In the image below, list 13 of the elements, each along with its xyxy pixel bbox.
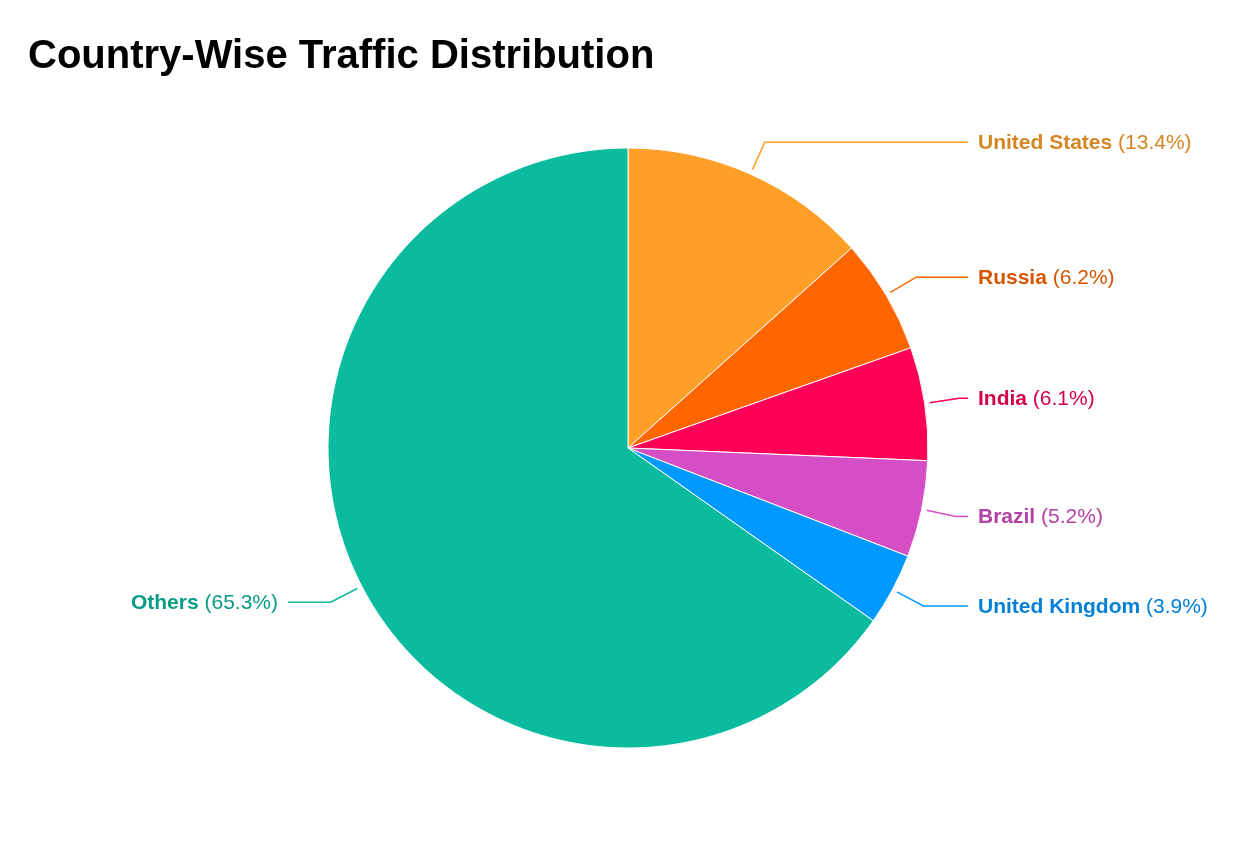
data-label: (13.4%) — [1112, 130, 1192, 154]
data-label: (3.9%) — [1140, 594, 1208, 617]
slice-label: Others — [130, 590, 199, 614]
data-label: (6.2%) — [1046, 265, 1115, 289]
slice-label: Brazil — [978, 504, 1036, 528]
slice-label: Russia — [978, 265, 1048, 289]
data-label: (5.2%) — [1035, 504, 1103, 528]
data-label: (65.3%) — [198, 590, 278, 614]
slice-label: India — [978, 386, 1028, 410]
slice-label: United States — [978, 130, 1113, 154]
chart-title: Country-Wise Traffic Distribution — [28, 32, 655, 76]
slice-label: United Kingdom — [978, 594, 1141, 617]
data-label: (6.1%) — [1027, 386, 1095, 410]
